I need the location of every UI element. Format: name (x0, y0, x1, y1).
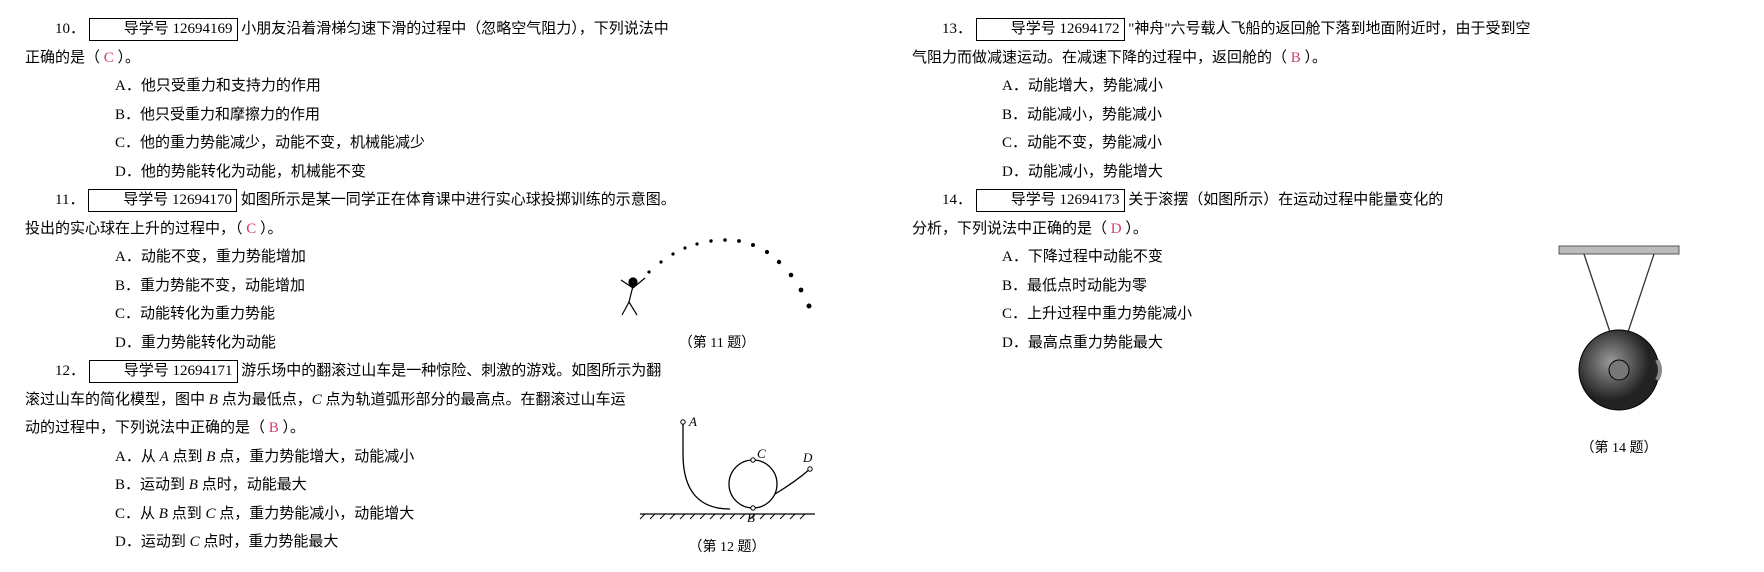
q12-c-3: 点，重力势能减小，动能增大 (215, 506, 414, 522)
q12-answer: B (269, 420, 279, 436)
q12-pt-b-1: B (209, 392, 218, 408)
figure-12-label: （第 12 题） (632, 535, 822, 562)
q11-stem-2: 投出的实心球在上升的过程中，（ (25, 221, 243, 237)
q14-stem-3: ）。 (1125, 221, 1148, 237)
q10-answer: C (104, 50, 114, 66)
figure-12-svg: A B C D (635, 414, 820, 524)
q14-guide: 导学号 12694173 (976, 189, 1125, 212)
q13-stem-1: "神舟"六号载人飞船的返回舱下落到地面附近时，由于受到空 (1128, 21, 1530, 37)
figure-11-label: （第 11 题） (602, 331, 832, 358)
q12-d-2: 点时，重力势能最大 (200, 534, 339, 550)
q12-number: 12． (55, 363, 85, 379)
figure-14-svg (1539, 240, 1699, 425)
q12-b-1: B．运动到 (115, 477, 189, 493)
q13-stem-3: ）。 (1305, 50, 1328, 66)
left-column: 10． 导学号 12694169 小朋友沿着滑梯匀速下滑的过程中（忽略空气阻力）… (25, 15, 852, 557)
q13-stem-2: 气阻力而做减速运动。在减速下降的过程中，返回舱的（ (912, 50, 1287, 66)
q12-stem-2c: 点为轨道弧形部分的最高点。在翻滚过山车运 (322, 392, 626, 408)
q13-answer: B (1291, 50, 1301, 66)
q10-option-a: A．他只受重力和支持力的作用 (25, 72, 852, 101)
q13-option-d: D．动能减小，势能增大 (912, 158, 1739, 187)
q12-a-3: 点，重力势能增大，动能减小 (215, 449, 414, 465)
q12-d-1: D．运动到 (115, 534, 190, 550)
q14-number: 14． (942, 192, 972, 208)
question-10: 10． 导学号 12694169 小朋友沿着滑梯匀速下滑的过程中（忽略空气阻力）… (25, 15, 852, 186)
q12-stem-2a: 滚过山车的简化模型，图中 (25, 392, 209, 408)
svg-text:D: D (802, 450, 813, 465)
q13-option-b: B．动能减小，势能减小 (912, 101, 1739, 130)
q12-guide: 导学号 12694171 (89, 360, 238, 383)
q12-b-ptb: B (189, 477, 198, 493)
q12-b-2: 点时，动能最大 (198, 477, 307, 493)
q12-stem-2b: 点为最低点， (218, 392, 312, 408)
q11-answer: C (246, 221, 256, 237)
q12-c-ptc: C (205, 506, 215, 522)
q10-option-d: D．他的势能转化为动能，机械能不变 (25, 158, 852, 187)
svg-text:C: C (757, 446, 766, 461)
q14-stem-2: 分析，下列说法中正确的是（ (912, 221, 1107, 237)
q13-number: 13． (942, 21, 972, 37)
q10-stem-1: 小朋友沿着滑梯匀速下滑的过程中（忽略空气阻力），下列说法中 (241, 21, 669, 37)
q12-c-ptb: B (159, 506, 168, 522)
q10-option-c: C．他的重力势能减少，动能不变，机械能减少 (25, 129, 852, 158)
q12-a-2: 点到 (169, 449, 207, 465)
q14-answer: D (1111, 221, 1122, 237)
figure-11-svg (607, 230, 827, 320)
q12-pt-c-1: C (312, 392, 322, 408)
q10-guide: 导学号 12694169 (89, 18, 238, 41)
q10-stem-2: 正确的是（ (25, 50, 100, 66)
svg-text:B: B (747, 510, 755, 524)
q12-stem-4: ）。 (283, 420, 306, 436)
q13-option-c: C．动能不变，势能减小 (912, 129, 1739, 158)
right-column: 13． 导学号 12694172 "神舟"六号载人飞船的返回舱下落到地面附近时，… (912, 15, 1739, 557)
q12-a-pta: A (160, 449, 169, 465)
q11-guide: 导学号 12694170 (88, 189, 237, 212)
figure-12: A B C D （第 12 题） (632, 414, 822, 561)
q13-guide: 导学号 12694172 (976, 18, 1125, 41)
q12-c-2: 点到 (168, 506, 206, 522)
q10-stem-3: ）。 (118, 50, 141, 66)
q12-a-1: A．从 (115, 449, 160, 465)
figure-14: （第 14 题） (1529, 240, 1709, 462)
q12-c-1: C．从 (115, 506, 159, 522)
question-13: 13． 导学号 12694172 "神舟"六号载人飞船的返回舱下落到地面附近时，… (912, 15, 1739, 186)
q10-number: 10． (55, 21, 85, 37)
q11-stem-3: ）。 (260, 221, 283, 237)
q12-d-ptc: C (190, 534, 200, 550)
figure-11: （第 11 题） (602, 230, 832, 357)
svg-text:A: A (688, 414, 697, 429)
q13-option-a: A．动能增大，势能减小 (912, 72, 1739, 101)
q12-stem-1: 游乐场中的翻滚过山车是一种惊险、刺激的游戏。如图所示为翻 (241, 363, 661, 379)
figure-14-label: （第 14 题） (1529, 436, 1709, 463)
q14-stem-1: 关于滚摆（如图所示）在运动过程中能量变化的 (1128, 192, 1443, 208)
q12-stem-3: 动的过程中，下列说法中正确的是（ (25, 420, 265, 436)
q10-option-b: B．他只受重力和摩擦力的作用 (25, 101, 852, 130)
q11-stem-1: 如图所示是某一同学正在体育课中进行实心球投掷训练的示意图。 (241, 192, 676, 208)
q11-number: 11． (55, 192, 84, 208)
